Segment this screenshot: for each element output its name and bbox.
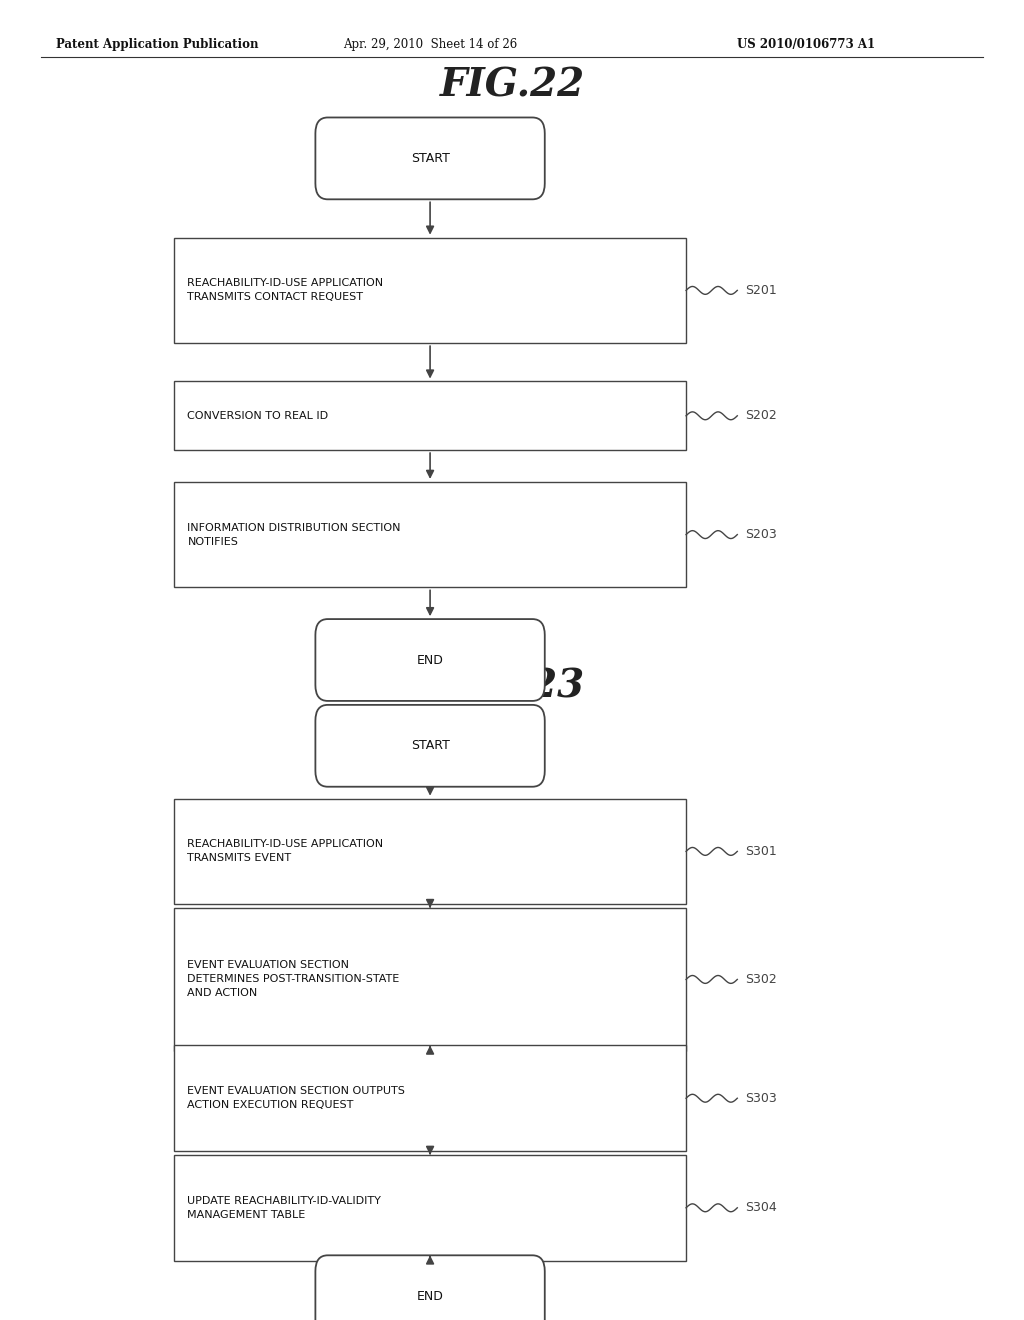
Text: UPDATE REACHABILITY-ID-VALIDITY
MANAGEMENT TABLE: UPDATE REACHABILITY-ID-VALIDITY MANAGEME… [187, 1196, 381, 1220]
FancyBboxPatch shape [174, 908, 686, 1051]
Text: END: END [417, 653, 443, 667]
FancyBboxPatch shape [315, 117, 545, 199]
FancyBboxPatch shape [174, 1155, 686, 1261]
FancyBboxPatch shape [315, 1255, 545, 1320]
Text: REACHABILITY-ID-USE APPLICATION
TRANSMITS EVENT: REACHABILITY-ID-USE APPLICATION TRANSMIT… [187, 840, 384, 863]
FancyBboxPatch shape [315, 705, 545, 787]
Text: S201: S201 [745, 284, 777, 297]
Text: S202: S202 [745, 409, 777, 422]
Text: FIG.22: FIG.22 [439, 67, 585, 104]
Text: Apr. 29, 2010  Sheet 14 of 26: Apr. 29, 2010 Sheet 14 of 26 [343, 38, 517, 51]
FancyBboxPatch shape [174, 238, 686, 343]
Text: S303: S303 [745, 1092, 777, 1105]
Text: REACHABILITY-ID-USE APPLICATION
TRANSMITS CONTACT REQUEST: REACHABILITY-ID-USE APPLICATION TRANSMIT… [187, 279, 384, 302]
Text: S302: S302 [745, 973, 777, 986]
FancyBboxPatch shape [174, 381, 686, 450]
Text: CONVERSION TO REAL ID: CONVERSION TO REAL ID [187, 411, 329, 421]
Text: FIG.23: FIG.23 [439, 668, 585, 705]
Text: EVENT EVALUATION SECTION OUTPUTS
ACTION EXECUTION REQUEST: EVENT EVALUATION SECTION OUTPUTS ACTION … [187, 1086, 406, 1110]
FancyBboxPatch shape [174, 482, 686, 587]
Text: EVENT EVALUATION SECTION
DETERMINES POST-TRANSITION-STATE
AND ACTION: EVENT EVALUATION SECTION DETERMINES POST… [187, 961, 399, 998]
FancyBboxPatch shape [315, 619, 545, 701]
Text: END: END [417, 1290, 443, 1303]
Text: START: START [411, 739, 450, 752]
Text: Patent Application Publication: Patent Application Publication [56, 38, 259, 51]
FancyBboxPatch shape [174, 1045, 686, 1151]
Text: S301: S301 [745, 845, 777, 858]
Text: S304: S304 [745, 1201, 777, 1214]
Text: S203: S203 [745, 528, 777, 541]
Text: START: START [411, 152, 450, 165]
Text: INFORMATION DISTRIBUTION SECTION
NOTIFIES: INFORMATION DISTRIBUTION SECTION NOTIFIE… [187, 523, 400, 546]
FancyBboxPatch shape [174, 799, 686, 904]
Text: US 2010/0106773 A1: US 2010/0106773 A1 [737, 38, 876, 51]
